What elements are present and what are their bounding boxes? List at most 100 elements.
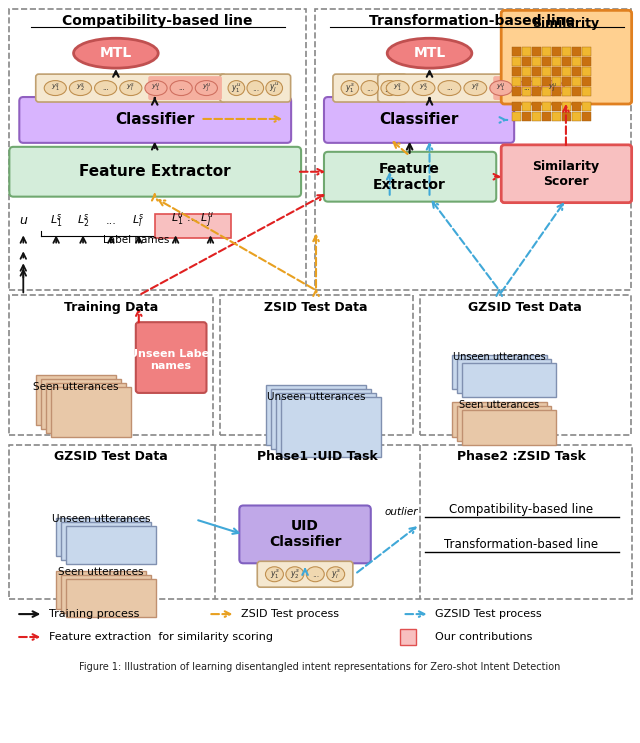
Text: Transformation-based line: Transformation-based line: [369, 14, 575, 28]
FancyBboxPatch shape: [61, 522, 151, 560]
Bar: [562, 67, 571, 76]
Bar: [315, 10, 630, 291]
Bar: [552, 57, 561, 66]
Bar: [582, 48, 591, 56]
Text: Unseen Label
names: Unseen Label names: [129, 349, 212, 371]
Text: ...: ...: [252, 83, 259, 93]
Text: Compatibility-based line: Compatibility-based line: [63, 14, 253, 28]
Bar: [542, 48, 551, 56]
Text: Seen utterances: Seen utterances: [33, 382, 119, 392]
FancyBboxPatch shape: [41, 379, 121, 429]
FancyBboxPatch shape: [10, 147, 301, 197]
Text: Seen utterances: Seen utterances: [58, 567, 144, 577]
FancyBboxPatch shape: [56, 519, 146, 557]
Bar: [572, 102, 581, 111]
Ellipse shape: [247, 80, 264, 96]
Bar: [582, 77, 591, 86]
Text: $y_J^u$: $y_J^u$: [548, 82, 557, 94]
Bar: [552, 77, 561, 86]
Text: Phase1 :UID Task: Phase1 :UID Task: [257, 450, 378, 463]
Bar: [522, 77, 531, 86]
Text: Unseen utterances: Unseen utterances: [267, 392, 365, 402]
Bar: [572, 57, 581, 66]
Bar: [572, 77, 581, 86]
Bar: [552, 102, 561, 111]
Ellipse shape: [438, 80, 461, 96]
Bar: [399, 629, 415, 645]
Ellipse shape: [387, 80, 409, 96]
Ellipse shape: [341, 80, 358, 96]
Ellipse shape: [361, 80, 378, 96]
Text: MTL: MTL: [100, 46, 132, 60]
FancyBboxPatch shape: [220, 74, 291, 102]
Text: $y_2^s$: $y_2^s$: [76, 82, 85, 94]
Ellipse shape: [464, 80, 486, 96]
Bar: [552, 87, 561, 96]
Bar: [420, 295, 630, 435]
Bar: [542, 67, 551, 76]
Text: outlier: outlier: [385, 507, 418, 517]
Bar: [562, 48, 571, 56]
Ellipse shape: [69, 80, 92, 96]
Text: $y_1^u$: $y_1^u$: [231, 81, 241, 95]
Bar: [582, 102, 591, 111]
Text: $y_J^u$: $y_J^u$: [269, 81, 279, 95]
Bar: [522, 57, 531, 66]
FancyBboxPatch shape: [271, 389, 371, 449]
Text: ...: ...: [102, 85, 109, 91]
Text: $L_1^u$ ... $L_J^u$: $L_1^u$ ... $L_J^u$: [171, 211, 214, 230]
FancyBboxPatch shape: [136, 322, 207, 393]
Bar: [572, 67, 581, 76]
Ellipse shape: [412, 80, 435, 96]
FancyBboxPatch shape: [148, 76, 222, 100]
FancyBboxPatch shape: [239, 505, 371, 563]
Ellipse shape: [195, 80, 218, 96]
Ellipse shape: [145, 80, 167, 96]
Bar: [512, 102, 521, 111]
Text: Phase2 :ZSID Task: Phase2 :ZSID Task: [457, 450, 586, 463]
Ellipse shape: [74, 38, 158, 68]
FancyBboxPatch shape: [66, 580, 156, 617]
Bar: [532, 48, 541, 56]
Text: $L_2^s$: $L_2^s$: [77, 212, 90, 229]
Bar: [562, 102, 571, 111]
FancyBboxPatch shape: [501, 10, 632, 104]
Text: Feature extraction  for similarity scoring: Feature extraction for similarity scorin…: [49, 632, 273, 642]
Bar: [522, 67, 531, 76]
Text: Similarity: Similarity: [532, 17, 600, 30]
Text: Seen utterances: Seen utterances: [459, 400, 540, 410]
Bar: [572, 48, 581, 56]
Ellipse shape: [490, 80, 513, 96]
Ellipse shape: [387, 38, 472, 68]
Text: $y_J^u$: $y_J^u$: [202, 82, 211, 94]
Text: $u$: $u$: [19, 214, 28, 227]
Bar: [512, 87, 521, 96]
Bar: [542, 87, 551, 96]
Text: ...: ...: [524, 85, 531, 91]
Bar: [10, 10, 306, 291]
Text: ...: ...: [178, 85, 184, 91]
Ellipse shape: [266, 80, 282, 96]
Bar: [10, 445, 632, 599]
Ellipse shape: [170, 80, 192, 96]
Text: $y_2^s$: $y_2^s$: [419, 82, 428, 94]
Text: Training process: Training process: [49, 609, 140, 619]
Bar: [522, 87, 531, 96]
Text: Classifier: Classifier: [379, 112, 458, 128]
Bar: [582, 87, 591, 96]
FancyBboxPatch shape: [19, 97, 291, 143]
Bar: [582, 57, 591, 66]
Bar: [542, 112, 551, 121]
FancyBboxPatch shape: [266, 385, 366, 445]
Ellipse shape: [95, 80, 116, 96]
Text: ...: ...: [312, 570, 319, 579]
Text: ZSID Test Data: ZSID Test Data: [264, 301, 368, 314]
FancyBboxPatch shape: [378, 74, 573, 102]
Bar: [582, 112, 591, 121]
Ellipse shape: [266, 567, 284, 582]
Bar: [512, 48, 521, 56]
FancyBboxPatch shape: [452, 403, 547, 437]
Bar: [552, 112, 561, 121]
Text: Transformation-based line: Transformation-based line: [444, 538, 598, 551]
Text: $y_1^s$: $y_1^s$: [393, 82, 402, 94]
